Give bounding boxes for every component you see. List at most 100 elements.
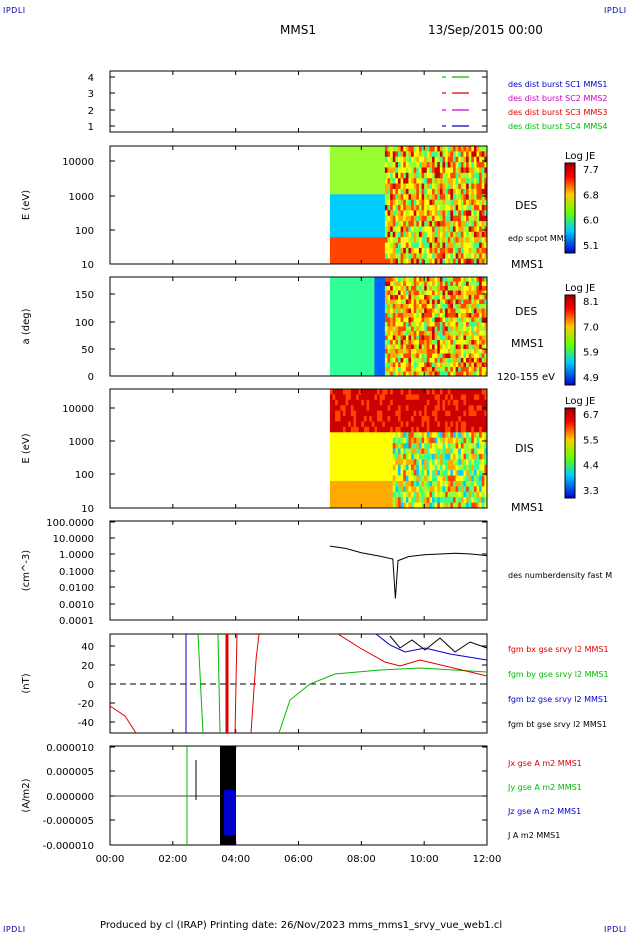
- panel-des-pitch-cell: [458, 349, 462, 354]
- panel-des-energy-cell: [416, 167, 420, 174]
- panel-des-pitch-cell: [371, 326, 375, 332]
- panel-des-energy-cell: [348, 188, 352, 195]
- panel-des-pitch-cell: [345, 349, 349, 354]
- panel-des-pitch-cell: [473, 317, 478, 323]
- panel-des-pitch-cell: [479, 331, 483, 336]
- panel-des-pitch-cell: [408, 326, 412, 332]
- panel-des-energy-cell: [350, 156, 354, 163]
- panel-des-energy-cell: [358, 231, 362, 238]
- panel-des-pitch-cell: [432, 322, 436, 327]
- panel-dis-energy-cell: [479, 491, 483, 498]
- panel-des-pitch-cell: [416, 335, 420, 341]
- panel-des-energy-cell: [455, 258, 459, 265]
- panel-dis-energy-cell: [392, 405, 396, 412]
- panel-dis-energy-cell: [450, 421, 454, 428]
- panel-dis-energy-cell: [403, 394, 407, 401]
- current-legend-label: J A m2 MMS1: [507, 831, 560, 840]
- panel-des-pitch-cell: [471, 295, 475, 300]
- panel-des-energy-cell: [455, 247, 459, 254]
- panel-dis-energy-cell: [473, 443, 478, 449]
- panel-dis-energy-cell: [358, 453, 362, 460]
- panel-des-pitch-cell: [400, 326, 404, 332]
- panel-des-pitch-cell: [382, 362, 386, 368]
- panel-des-pitch-cell: [343, 340, 347, 345]
- panel-des-pitch-cell: [387, 362, 391, 368]
- panel-des-pitch-cell: [450, 340, 454, 345]
- panel-dis-energy-cell: [424, 486, 428, 493]
- panel-des-pitch-cell: [468, 344, 472, 350]
- panel-des-pitch-cell: [350, 335, 354, 341]
- panel-des-energy-cell: [353, 226, 357, 233]
- panel-dis-energy-cell: [437, 464, 441, 471]
- panel-des-pitch-cell: [345, 331, 349, 336]
- panel-des-energy-cell: [481, 231, 485, 238]
- panel-des-pitch-cell: [337, 371, 341, 377]
- panel-des-pitch-cell: [343, 290, 347, 296]
- panel-des-energy-cell: [332, 242, 336, 249]
- panel-dis-energy-cell: [397, 410, 402, 417]
- cb3-tick-label: 4.4: [583, 461, 599, 472]
- panel-des-energy-cell: [476, 188, 480, 195]
- panel-des-energy-cell: [392, 253, 396, 260]
- panel-dis-energy-cell: [343, 475, 347, 482]
- panel-des-pitch-cell: [476, 317, 480, 323]
- panel-dis-energy-cell: [473, 480, 478, 487]
- panel-des-pitch-cell: [361, 299, 365, 305]
- panel-des-pitch-cell: [329, 295, 334, 300]
- panel-des-energy-cell: [426, 199, 430, 206]
- panel-dis-energy-cell: [384, 453, 389, 460]
- panel-des-pitch-cell: [390, 290, 394, 296]
- panel-dis-energy-cell: [439, 394, 443, 401]
- panel-des-energy-cell: [479, 156, 483, 163]
- panel-des-pitch-cell: [332, 335, 336, 341]
- panel-dis-energy-cell: [458, 437, 462, 444]
- panel-des-pitch-cell: [335, 353, 339, 359]
- panel-des-pitch-cell: [379, 317, 383, 323]
- panel-des-energy-cell: [345, 162, 349, 168]
- panel-des-pitch-cell: [387, 299, 391, 305]
- panel-des-energy-cell: [408, 231, 412, 238]
- panel-des-energy-cell: [460, 237, 464, 244]
- panel-des-pitch-cell: [340, 353, 344, 359]
- panel-dis-energy-cell: [442, 437, 446, 444]
- panel-des-pitch-cell: [369, 344, 373, 350]
- panel-dis-energy-cell: [424, 410, 428, 417]
- panel-des-energy-cell: [343, 183, 347, 190]
- panel-des-energy-cell: [447, 247, 451, 254]
- panel-des-pitch-cell: [366, 286, 370, 291]
- panel-dis-energy-cell: [340, 421, 344, 428]
- panel-des-energy-cell: [337, 247, 341, 254]
- panel-des-pitch-cell: [413, 299, 417, 305]
- panel-dis-energy-cell: [455, 480, 459, 487]
- panel-dis-energy-cell: [437, 389, 441, 395]
- panel-des-energy-cell: [484, 178, 488, 185]
- panel-dis-energy-cell: [395, 416, 399, 422]
- panel-des-energy-cell: [445, 231, 449, 238]
- panel-dis-energy-cell: [382, 459, 386, 466]
- panel-des-pitch-cell: [387, 371, 391, 377]
- panel-des-pitch-cell: [387, 358, 391, 363]
- panel-dis-energy-cell: [387, 486, 391, 493]
- panel-dis-energy-cell: [369, 410, 373, 417]
- panel-des-energy-cell: [447, 253, 451, 260]
- panel-des-energy-cell: [343, 226, 347, 233]
- panel-des-energy-cell: [476, 247, 480, 254]
- panel-dis-energy-cell: [397, 497, 402, 504]
- panel-des-pitch-cell: [358, 277, 362, 282]
- panel-des-pitch-cell: [418, 353, 423, 359]
- panel-des-pitch-cell: [350, 349, 354, 354]
- panel-des-energy-cell: [471, 215, 475, 222]
- panel-des-pitch-cell: [403, 317, 407, 323]
- panel-des-energy-cell: [366, 167, 370, 174]
- panel-des-energy-cell: [397, 167, 402, 174]
- panel-des-pitch-cell: [345, 367, 349, 372]
- panel-des-energy-cell: [345, 146, 349, 152]
- panel-dis-energy-cell: [361, 405, 365, 412]
- panel-des-pitch-cell: [337, 304, 341, 309]
- panel-dis-energy-cell: [400, 497, 404, 504]
- panel-des-energy-cell: [332, 210, 336, 217]
- panel-des-pitch-cell: [335, 367, 339, 372]
- panel-des-pitch-cell: [476, 304, 480, 309]
- panel-des-pitch-cell: [340, 349, 344, 354]
- panel-des-energy-cell: [374, 167, 378, 174]
